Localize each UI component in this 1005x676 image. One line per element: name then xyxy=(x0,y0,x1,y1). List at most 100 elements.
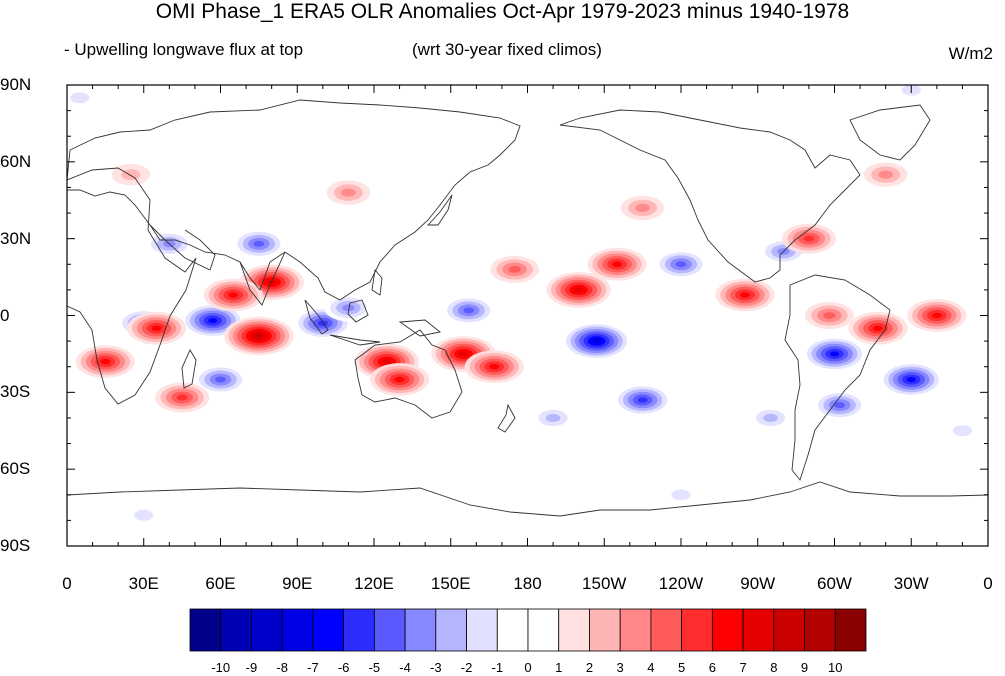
anomaly-contour xyxy=(151,325,162,332)
colorbar xyxy=(189,608,867,652)
colorbar-label: -3 xyxy=(430,660,442,675)
latitude-label: 90N xyxy=(0,75,32,94)
anomaly-contour xyxy=(208,318,218,324)
coastline-borneo xyxy=(347,299,369,323)
anomaly-contour xyxy=(176,394,188,401)
longitude-label: 0 xyxy=(983,574,993,593)
coastline-greenland xyxy=(849,104,931,161)
colorbar-swatch xyxy=(496,608,529,652)
colorbar-swatch xyxy=(804,608,836,652)
climatology-subtitle: (wrt 30-year fixed climos) xyxy=(412,40,602,59)
anomaly-contour xyxy=(612,261,622,268)
colorbar-label: -5 xyxy=(368,660,381,675)
anomaly-contour xyxy=(254,333,264,339)
coastline-australia xyxy=(354,329,463,419)
coastline-new-guinea xyxy=(398,319,442,337)
anomaly-contour xyxy=(675,261,687,268)
colorbar-label: 6 xyxy=(708,660,716,675)
anomaly-contour xyxy=(317,320,328,326)
colorbar-swatch xyxy=(834,608,867,652)
colorbar-label: 7 xyxy=(739,660,747,675)
anomaly-contour xyxy=(100,358,111,365)
colorbar-swatch xyxy=(711,608,744,652)
coastline-sumatra xyxy=(304,299,329,335)
latitude-label: 0 xyxy=(0,305,10,325)
latitude-label: 90S xyxy=(0,536,31,555)
longitude-label: 180 xyxy=(513,574,542,593)
latitude-label: 30N xyxy=(0,228,32,248)
colorbar-swatch xyxy=(466,608,498,652)
anomaly-contour xyxy=(906,376,916,383)
colorbar-swatch xyxy=(589,608,621,652)
coastline-antarctica xyxy=(67,481,988,517)
colorbar-label: 4 xyxy=(647,660,655,675)
colorbar-swatch xyxy=(619,608,652,652)
colorbar-swatch xyxy=(281,608,314,652)
colorbar-swatch xyxy=(312,608,345,652)
anomaly-contour xyxy=(342,304,355,312)
colorbar-swatch xyxy=(435,608,467,652)
colorbar-swatch xyxy=(773,608,805,652)
anomaly-contour xyxy=(574,287,584,293)
longitude-label: 60E xyxy=(205,574,236,593)
longitude-label: 120W xyxy=(658,574,704,593)
colorbar-label: 8 xyxy=(770,660,778,675)
anomaly-contour xyxy=(740,292,750,298)
colorbar-label: 10 xyxy=(828,660,843,675)
coastlines xyxy=(67,99,988,517)
colorbar-swatch xyxy=(558,608,590,652)
colorbar-swatch xyxy=(220,608,252,652)
coastline-java xyxy=(329,334,381,346)
colorbar-label: -1 xyxy=(491,660,504,675)
coastline-new-zealand xyxy=(497,403,516,433)
colorbar-label: -2 xyxy=(460,660,473,675)
anomaly-contour xyxy=(545,413,561,423)
colorbar-label: 3 xyxy=(616,660,624,675)
anomaly-contour xyxy=(463,307,475,314)
coastline-philippines xyxy=(371,268,383,296)
longitude-label: 30W xyxy=(893,574,929,593)
colorbar-label: -10 xyxy=(211,660,231,675)
coastline-africa xyxy=(67,167,197,405)
colorbar-label: 2 xyxy=(585,660,594,675)
anomaly-contour xyxy=(121,169,141,181)
colorbar-label: -8 xyxy=(276,660,288,675)
longitude-label: 60W xyxy=(817,574,852,593)
axis-ticks xyxy=(66,84,989,547)
anomaly-contour xyxy=(592,338,601,344)
anomaly-contour xyxy=(489,363,500,370)
colorbar-swatch xyxy=(251,608,283,652)
colorbar-label: 9 xyxy=(800,660,809,675)
colorbar-label: 0 xyxy=(524,660,532,675)
colorbar-swatch xyxy=(527,608,560,652)
coastline-south-america xyxy=(784,274,891,481)
longitude-label: 30E xyxy=(128,574,159,593)
anomaly-contour xyxy=(394,376,405,383)
anomaly-contour xyxy=(823,312,836,319)
longitude-label: 150E xyxy=(430,574,471,593)
longitude-label: 120E xyxy=(354,574,394,593)
longitude-label: 90W xyxy=(740,574,776,593)
colorbar-swatch xyxy=(742,608,775,652)
colorbar-label: -9 xyxy=(245,660,258,675)
colorbar-swatch xyxy=(681,608,713,652)
anomaly-contour xyxy=(382,359,392,365)
variable-subtitle: - Upwelling longwave flux at top xyxy=(64,40,304,59)
colorbar-label: -4 xyxy=(399,660,411,675)
coastline-japan xyxy=(426,194,453,226)
latitude-label: 30S xyxy=(0,382,31,402)
anomaly-contour xyxy=(829,351,840,357)
anomaly-contour xyxy=(228,292,239,298)
anomaly-contour xyxy=(635,203,650,212)
anomaly-contour xyxy=(215,376,226,383)
anomaly-contour xyxy=(878,170,893,179)
latitude-label: 60S xyxy=(0,459,31,479)
longitude-label: 90E xyxy=(282,574,313,593)
colorbar-swatch xyxy=(373,608,406,652)
latitude-label: 60N xyxy=(0,151,32,171)
coastline-north-america xyxy=(559,109,861,283)
colorbar-label: -6 xyxy=(337,660,350,675)
anomaly-contour xyxy=(834,402,846,409)
colorbar-swatch xyxy=(404,608,437,652)
